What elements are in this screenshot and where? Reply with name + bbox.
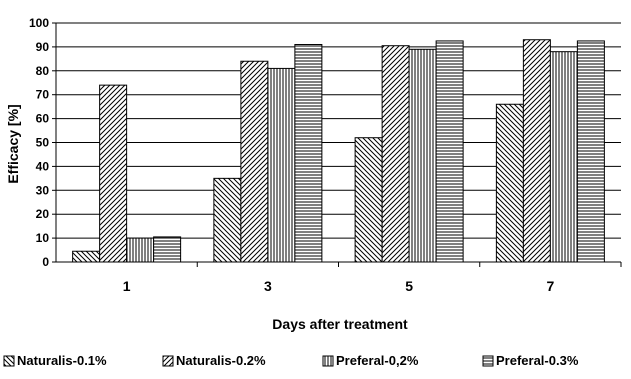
- bar: [435, 40, 464, 263]
- y-tick-label: 30: [36, 183, 50, 197]
- legend-label: Naturalis-0.1%: [17, 353, 107, 368]
- legend-swatch: [322, 355, 334, 367]
- legend-swatch: [3, 355, 15, 367]
- y-tick-label: 20: [36, 207, 50, 221]
- y-tick-label: 0: [42, 255, 49, 269]
- legend-label: Preferal-0,2%: [336, 353, 419, 368]
- bar: [549, 51, 578, 263]
- x-axis-title: Days after treatment: [272, 316, 408, 332]
- bar: [213, 177, 242, 263]
- bar: [126, 237, 155, 263]
- x-category-label: 5: [405, 278, 413, 294]
- legend-swatch: [482, 355, 494, 367]
- legend-item: Naturalis-0.2%: [162, 353, 266, 368]
- y-tick-label: 100: [29, 16, 49, 30]
- bars: [72, 39, 605, 263]
- y-tick-label: 50: [36, 136, 50, 150]
- bar: [267, 67, 296, 263]
- x-category-labels: 1 3 5 7: [123, 278, 555, 294]
- bar: [522, 39, 551, 263]
- y-axis-title: Efficacy [%]: [5, 104, 21, 183]
- legend-label: Naturalis-0.2%: [176, 353, 266, 368]
- y-tick-labels: 0 10 20 30 40 50 60 70 80 90 100: [29, 16, 49, 269]
- bar: [381, 45, 410, 263]
- legend: Naturalis-0.1% Naturalis-0.2% Preferal-0,2…: [3, 353, 579, 368]
- bar: [576, 40, 605, 263]
- y-tick-label: 10: [36, 231, 50, 245]
- bar: [153, 236, 182, 263]
- legend-item: Preferal-0,2%: [322, 353, 419, 368]
- bar: [294, 44, 323, 263]
- bar: [240, 60, 269, 263]
- bar: [408, 48, 437, 263]
- bar: [72, 250, 101, 263]
- bar: [354, 137, 383, 263]
- y-tick-label: 60: [36, 112, 50, 126]
- bar: [99, 84, 128, 263]
- y-tick-label: 90: [36, 40, 50, 54]
- legend-item: Preferal-0.3%: [482, 353, 579, 368]
- x-category-label: 7: [546, 278, 554, 294]
- y-tick-label: 70: [36, 88, 50, 102]
- axes: [55, 23, 622, 267]
- legend-label: Preferal-0.3%: [496, 353, 579, 368]
- legend-item: Naturalis-0.1%: [3, 353, 107, 368]
- bar: [495, 103, 524, 263]
- y-tick-label: 80: [36, 64, 50, 78]
- y-tick-label: 40: [36, 159, 50, 173]
- x-category-label: 3: [264, 278, 272, 294]
- x-category-label: 1: [123, 278, 131, 294]
- legend-swatch: [162, 355, 174, 367]
